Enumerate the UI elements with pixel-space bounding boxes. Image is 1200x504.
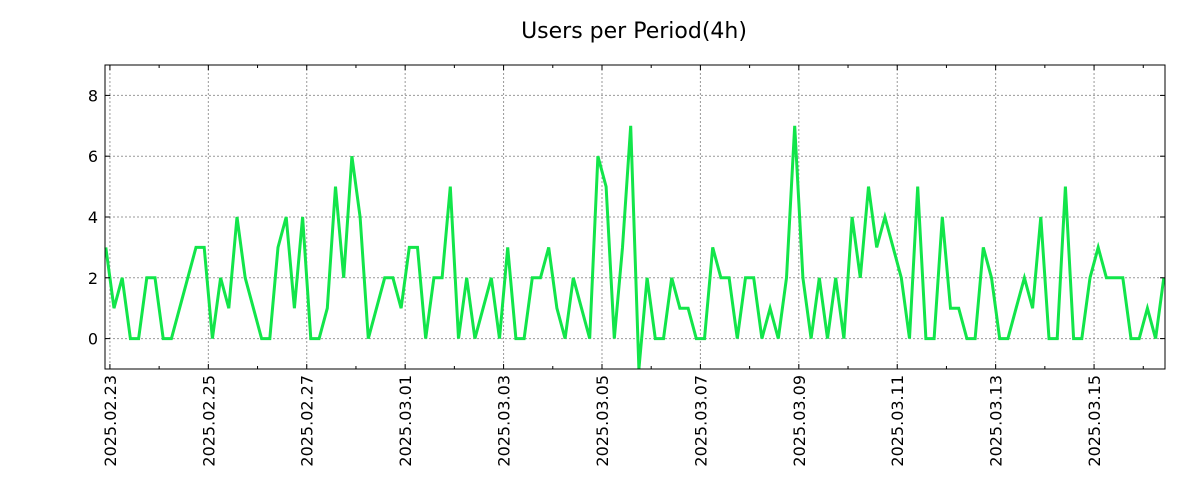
x-tick-label: 2025.02.25 — [199, 375, 218, 467]
x-tick-label: 2025.03.13 — [987, 375, 1006, 467]
y-tick-label: 4 — [88, 208, 98, 227]
y-tick-label: 0 — [88, 330, 98, 349]
x-tick-label: 2025.03.07 — [691, 375, 710, 467]
y-tick-label: 6 — [88, 147, 98, 166]
y-tick-label: 8 — [88, 86, 98, 105]
series-users — [104, 125, 1166, 370]
x-tick-label: 2025.02.23 — [101, 375, 120, 467]
x-tick-label: 2025.03.03 — [495, 375, 514, 467]
x-tick-label: 2025.03.05 — [593, 375, 612, 467]
y-axis: 0 2 4 6 8 — [88, 86, 1165, 349]
x-tick-label: 2025.03.11 — [888, 375, 907, 467]
x-tick-label: 2025.03.01 — [396, 375, 415, 467]
x-tick-label: 2025.03.09 — [790, 375, 809, 467]
chart-title: Users per Period(4h) — [521, 19, 747, 44]
x-tick-label: 2025.03.15 — [1085, 375, 1104, 467]
series-line-users — [104, 125, 1166, 370]
x-tick-label: 2025.02.27 — [298, 375, 317, 467]
y-tick-label: 2 — [88, 269, 98, 288]
x-axis: 2025.02.23 2025.02.25 2025.02.27 2025.03.01… — [101, 65, 1144, 467]
